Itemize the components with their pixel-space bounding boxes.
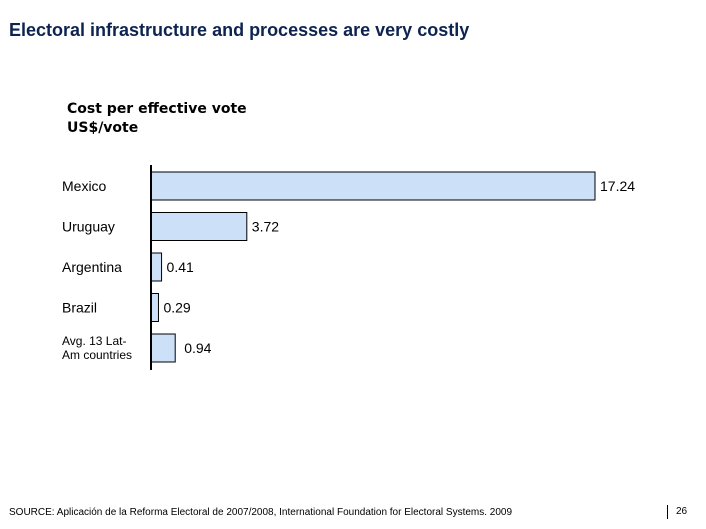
data-label: 17.24 bbox=[600, 178, 635, 194]
bar bbox=[150, 212, 248, 241]
slide-title: Electoral infrastructure and processes a… bbox=[9, 20, 470, 40]
category-label: Avg. 13 Lat-Am countries bbox=[62, 334, 132, 362]
category-label: Brazil bbox=[62, 300, 97, 316]
bar bbox=[150, 293, 159, 322]
category-label: Mexico bbox=[62, 178, 107, 194]
page-number: 26 bbox=[667, 505, 687, 519]
bar bbox=[150, 333, 176, 363]
data-label: 3.72 bbox=[252, 219, 279, 235]
bar bbox=[150, 171, 596, 201]
data-label: 0.29 bbox=[163, 300, 190, 316]
chart-title-block: Cost per effective vote US$/vote bbox=[67, 100, 247, 138]
source-note: SOURCE: Aplicación de la Reforma Elector… bbox=[9, 507, 513, 518]
category-label: Argentina bbox=[62, 259, 122, 275]
chart-title: Cost per effective vote bbox=[67, 101, 247, 117]
bar bbox=[150, 252, 163, 282]
chart-unit: US$/vote bbox=[67, 120, 139, 136]
data-label: 0.94 bbox=[184, 340, 211, 356]
category-label: Uruguay bbox=[62, 219, 115, 235]
data-label: 0.41 bbox=[167, 259, 194, 275]
